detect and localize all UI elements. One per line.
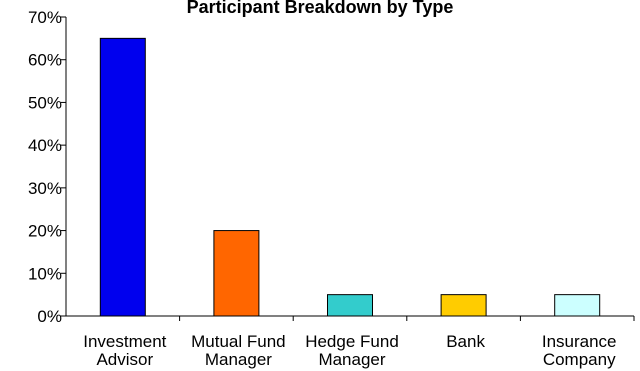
x-category-label-line: Manager (318, 350, 385, 369)
x-category-label-line: Insurance (542, 332, 617, 351)
y-tick-label: 50% (28, 93, 62, 112)
x-category-label: Investment Advisor (83, 332, 166, 369)
x-category-label: Mutual Fund Manager (191, 332, 286, 369)
y-tick-label: 0% (37, 307, 62, 326)
x-category-label-line: Mutual Fund (191, 332, 286, 351)
y-tick-label: 30% (28, 179, 62, 198)
bar (327, 294, 373, 317)
x-category-label-line: Investment (83, 332, 166, 351)
bar (99, 37, 146, 317)
x-category-label: Insurance Company (542, 332, 617, 369)
x-category-label-line: Manager (205, 350, 272, 369)
x-category-label-line: Bank (446, 332, 485, 351)
x-category-label-line: Advisor (96, 350, 153, 369)
bar (554, 294, 601, 317)
y-tick-label: 40% (28, 136, 62, 155)
x-category-label: Hedge Fund Manager (305, 332, 399, 369)
x-category-label: Bank (446, 332, 485, 351)
y-tick-label: 10% (28, 264, 62, 283)
y-tick-label: 20% (28, 222, 62, 241)
y-tick-label: 70% (28, 8, 62, 27)
chart-title: Participant Breakdown by Type (187, 0, 454, 17)
x-category-label-line: Company (543, 350, 616, 369)
bar (213, 230, 260, 317)
x-category-label-line: Hedge Fund (305, 332, 399, 351)
y-tick-label: 60% (28, 51, 62, 70)
bar (440, 294, 487, 317)
